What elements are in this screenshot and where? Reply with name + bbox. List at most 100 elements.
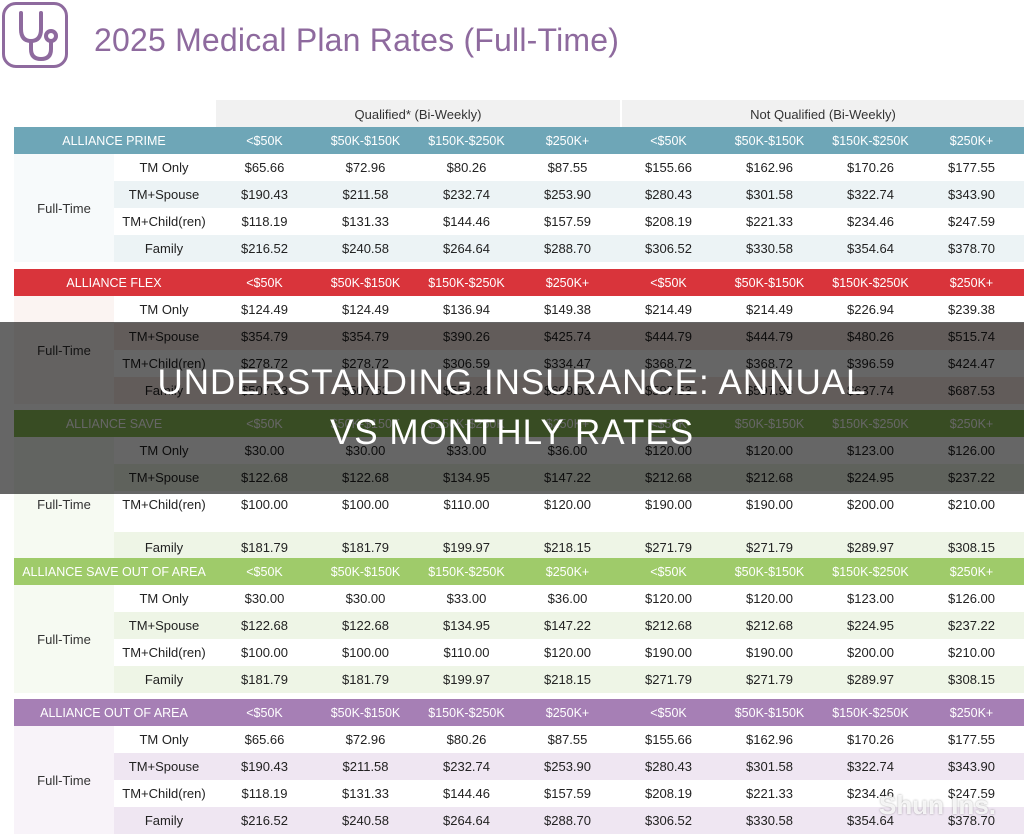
income-bracket-header: $150K-$250K [832, 133, 909, 148]
income-bracket-header: $50K-$150K [330, 705, 401, 720]
income-bracket-header: $150K-$250K [832, 275, 909, 290]
rate-cell: $301.58 [746, 187, 793, 202]
coverage-tier: Family [144, 241, 184, 256]
rate-cell: $33.00 [446, 591, 487, 606]
plan-name: Alliance Prime [62, 133, 166, 148]
rate-cell: $87.55 [547, 732, 588, 747]
income-bracket-header: $50K-$150K [734, 275, 805, 290]
rate-cell: $226.94 [847, 302, 894, 317]
rate-cell: $240.58 [342, 241, 389, 256]
rate-cell: $378.70 [948, 241, 995, 256]
rate-cell: $271.79 [746, 539, 793, 555]
rate-cell: $190.00 [746, 497, 793, 512]
rate-cell: $280.43 [645, 187, 692, 202]
employment-type-label: Full-Time [14, 154, 114, 262]
rate-cell: $218.15 [544, 539, 591, 555]
income-bracket-header: $250K+ [949, 564, 994, 579]
income-bracket-header: $250K+ [545, 133, 590, 148]
rate-cell: $232.74 [443, 759, 490, 774]
rate-cell: $30.00 [244, 591, 285, 606]
rate-cell: $239.38 [948, 302, 995, 317]
rate-cell: $289.97 [847, 539, 894, 555]
table-row: TM+Child(ren) $118.19 $131.33 $144.46 $157.5… [114, 780, 1024, 807]
coverage-tier: TM+Child(ren) [122, 645, 206, 660]
overlay-line-2: vs Monthly Rates [329, 413, 695, 452]
rate-cell: $211.58 [342, 759, 389, 774]
rate-cell: $100.00 [241, 497, 288, 512]
plan-header-row: Alliance Save Out of Area <$50K $50K-$150K… [14, 558, 1024, 585]
plan-section: Alliance Prime <$50K $50K-$150K $150K-$250K… [14, 127, 1024, 262]
page-title: 2025 Medical Plan Rates (Full-Time) [94, 22, 620, 58]
income-bracket-header: <$50K [246, 705, 283, 720]
rate-cell: $157.59 [544, 214, 591, 229]
plan-header-row: Alliance Flex <$50K $50K-$150K $150K-$250K $… [14, 269, 1024, 296]
rate-cell: $271.79 [645, 539, 692, 555]
income-bracket-header: $50K-$150K [734, 564, 805, 579]
plan-header-row: Alliance Prime <$50K $50K-$150K $150K-$250K… [14, 127, 1024, 154]
plan-header-row: Alliance Out of Area <$50K $50K-$150K $150K… [14, 699, 1024, 726]
income-bracket-header: $50K-$150K [330, 275, 401, 290]
table-row: TM Only $65.66 $72.96 $80.26 $87.55 $155.66 $1… [114, 726, 1024, 753]
stethoscope-icon [19, 11, 58, 62]
rate-cell: $221.33 [746, 786, 793, 801]
table-row: Family $216.52 $240.58 $264.64 $288.70 $306.5… [114, 807, 1024, 834]
rate-cell: $234.46 [847, 786, 894, 801]
rate-cell: $177.55 [948, 160, 995, 175]
rate-cell: $343.90 [948, 187, 995, 202]
rate-cell: $199.97 [443, 539, 490, 555]
coverage-tier: TM+Spouse [128, 187, 200, 202]
plan-name: Alliance Flex [66, 275, 162, 290]
rate-cell: $354.64 [847, 813, 894, 828]
rate-cell: $149.38 [544, 302, 591, 317]
rate-cell: $87.55 [547, 160, 588, 175]
employment-type-label: Full-Time [14, 585, 114, 693]
income-bracket-header: $150K-$250K [832, 705, 909, 720]
rate-cell: $181.79 [342, 539, 389, 555]
plan-section: Alliance Out of Area <$50K $50K-$150K $150K… [14, 699, 1024, 834]
rate-cell: $30.00 [345, 591, 386, 606]
rate-cell: $264.64 [443, 813, 490, 828]
rate-cell: $211.58 [342, 187, 389, 202]
rate-cell: $65.66 [244, 732, 285, 747]
rate-cell: $308.15 [948, 672, 995, 687]
income-bracket-header: $150K-$250K [428, 705, 505, 720]
rate-cell: $170.26 [847, 160, 894, 175]
rate-cell: $280.43 [645, 759, 692, 774]
income-bracket-header: $250K+ [949, 275, 994, 290]
coverage-tier: TM+Spouse [128, 759, 200, 774]
income-bracket-header: $150K-$250K [428, 275, 505, 290]
rate-cell: $264.64 [443, 241, 490, 256]
rate-cell: $100.00 [241, 645, 288, 660]
rate-cell: $131.33 [342, 786, 389, 801]
coverage-tier: TM Only [139, 302, 189, 317]
income-bracket-header: $250K+ [545, 564, 590, 579]
rate-cell: $301.58 [746, 759, 793, 774]
income-bracket-header: $150K-$250K [428, 564, 505, 579]
coverage-tier: TM+Child(ren) [122, 786, 206, 801]
rate-cell: $181.79 [342, 672, 389, 687]
coverage-tier: TM Only [139, 591, 189, 606]
rate-cell: $214.49 [645, 302, 692, 317]
rate-cell: $378.70 [948, 813, 995, 828]
rate-cell: $330.58 [746, 813, 793, 828]
rate-cell: $80.26 [446, 732, 487, 747]
rate-cell: $210.00 [948, 645, 995, 660]
rate-cell: $110.00 [443, 645, 490, 660]
rate-cell: $237.22 [948, 618, 995, 633]
watermark: Shun Ins. [879, 790, 996, 820]
rate-cell: $253.90 [544, 759, 591, 774]
rate-cell: $306.52 [645, 813, 692, 828]
rate-cell: $100.00 [342, 497, 389, 512]
income-bracket-header: <$50K [246, 564, 283, 579]
coverage-tier: TM+Spouse [128, 618, 200, 633]
rate-cell: $253.90 [544, 187, 591, 202]
rate-cell: $65.66 [244, 160, 285, 175]
rate-cell: $36.00 [547, 591, 588, 606]
income-bracket-header: $50K-$150K [330, 133, 401, 148]
rate-cell: $200.00 [847, 645, 894, 660]
rate-cell: $120.00 [645, 591, 692, 606]
rate-cell: $190.43 [241, 187, 288, 202]
rate-cell: $100.00 [342, 645, 389, 660]
rate-cell: $208.19 [645, 786, 692, 801]
rate-cell: $155.66 [645, 160, 692, 175]
